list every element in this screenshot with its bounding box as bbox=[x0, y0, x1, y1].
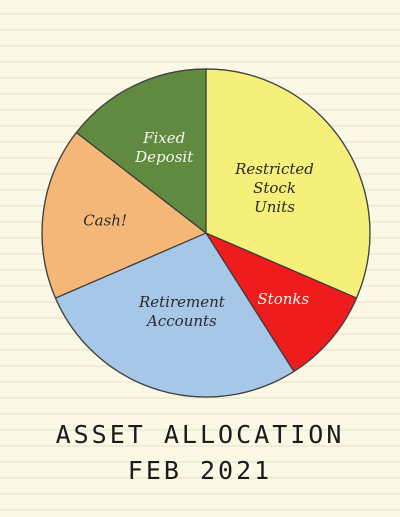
chart-title: ASSET ALLOCATION bbox=[55, 420, 345, 449]
slice-label: Fixed Deposit bbox=[134, 129, 194, 166]
pie-labels: Restricted Stock Units Stonks Retirement Acco… bbox=[83, 129, 314, 330]
chart-subtitle: FEB 2021 bbox=[127, 456, 273, 485]
slice-label: Stonks bbox=[257, 290, 309, 308]
slice-label: Cash! bbox=[83, 211, 127, 229]
pie-outline bbox=[41, 68, 371, 398]
slice-label: Retirement Accounts bbox=[138, 293, 226, 330]
pie-chart bbox=[41, 68, 371, 398]
slice-label: Restricted Stock Units bbox=[234, 160, 314, 216]
